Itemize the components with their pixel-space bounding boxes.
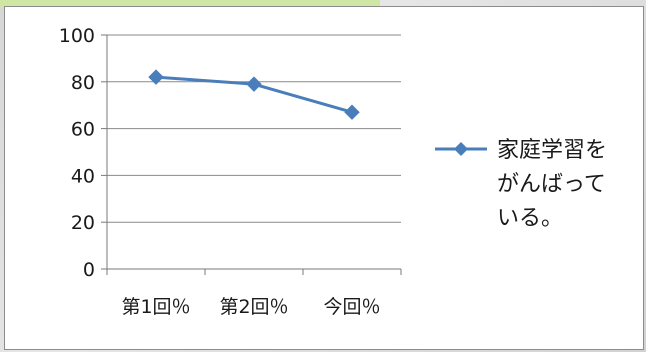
legend-label-line: 家庭学習を: [497, 138, 607, 163]
gridlines: [107, 35, 401, 222]
y-tick-labels: 0 20 40 60 80 100: [59, 25, 95, 281]
series: [149, 70, 359, 119]
y-tick-label: 40: [71, 165, 95, 187]
legend-marker-swatch: [454, 142, 468, 156]
y-tick-label: 80: [71, 72, 95, 94]
data-point-marker: [247, 77, 261, 91]
x-tick-label: 第2回％: [219, 296, 288, 318]
y-tick-label: 0: [83, 259, 95, 281]
axes: [101, 35, 401, 275]
x-tick-label: 第1回％: [121, 296, 190, 318]
x-tick-label: 今回％: [323, 296, 380, 318]
y-tick-label: 20: [71, 212, 95, 234]
y-tick-label: 100: [59, 25, 95, 47]
legend-label-line: いる。: [497, 206, 563, 231]
y-tick-label: 60: [71, 119, 95, 141]
chart-panel: 0 20 40 60 80 100 第1回％ 第2回％ 今回％ 家庭学習をがんばっている。: [4, 6, 644, 350]
legend-label-line: がんばって: [497, 172, 606, 197]
x-tick-labels: 第1回％ 第2回％ 今回％: [121, 296, 380, 318]
data-point-marker: [345, 105, 359, 119]
